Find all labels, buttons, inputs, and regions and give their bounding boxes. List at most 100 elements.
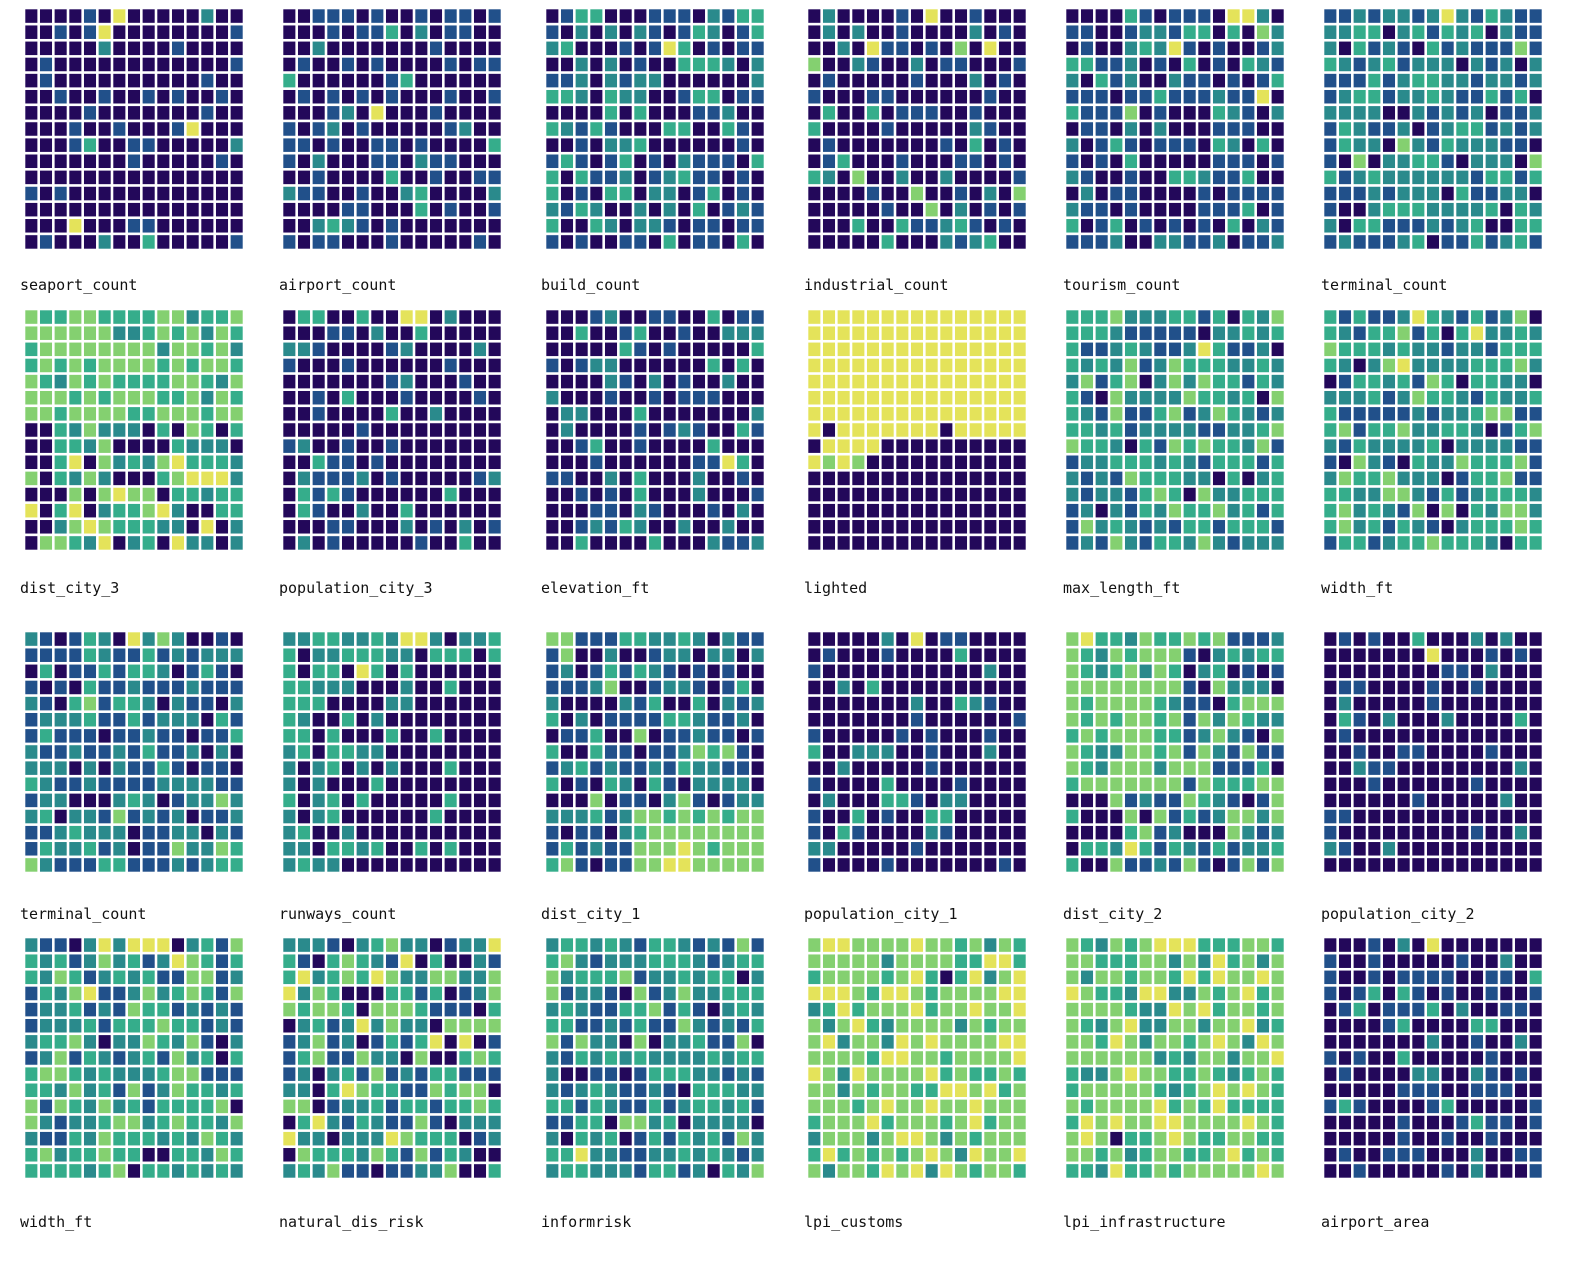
heatmap-cell xyxy=(619,728,633,744)
heatmap-cell xyxy=(1514,89,1528,105)
heatmap-cell xyxy=(648,825,662,841)
heatmap-cell xyxy=(677,137,691,153)
heatmap-cell xyxy=(356,406,370,422)
heatmap-cell xyxy=(663,137,677,153)
heatmap-cell xyxy=(1338,841,1352,857)
heatmap-cell xyxy=(545,341,559,357)
heatmap-cell xyxy=(1212,857,1226,873)
heatmap-cell xyxy=(751,170,765,185)
heatmap-cell xyxy=(1139,841,1153,857)
heatmap-cell xyxy=(24,1018,38,1034)
heatmap-cell xyxy=(54,1002,68,1017)
heatmap-cell xyxy=(677,202,691,218)
heatmap-cell xyxy=(326,325,340,341)
heatmap-cell xyxy=(370,406,384,422)
heatmap-cell xyxy=(721,105,735,121)
heatmap-cell xyxy=(707,202,721,218)
heatmap-cell xyxy=(356,454,370,470)
heatmap-cell xyxy=(736,712,750,728)
heatmap-cell xyxy=(560,631,574,647)
heatmap-cell xyxy=(1168,631,1182,647)
heatmap-cell xyxy=(663,454,677,470)
heatmap-cell xyxy=(171,89,185,105)
heatmap-cell xyxy=(1080,712,1094,728)
heatmap-cell xyxy=(1183,471,1197,486)
heatmap-cell xyxy=(156,776,170,792)
heatmap-cell xyxy=(39,760,53,776)
heatmap-cell xyxy=(39,1147,53,1163)
heatmap-cell xyxy=(837,8,851,24)
heatmap-cell xyxy=(998,1018,1012,1034)
heatmap-cell xyxy=(1529,631,1543,647)
heatmap-cell xyxy=(127,374,141,389)
heatmap-cell xyxy=(707,121,721,137)
heatmap-cell xyxy=(663,535,677,551)
heatmap-cell xyxy=(939,857,953,873)
heatmap-cell xyxy=(370,663,384,679)
heatmap-cell xyxy=(1411,519,1425,535)
heatmap-cell xyxy=(429,137,443,153)
heatmap-cell xyxy=(998,953,1012,969)
heatmap-cell xyxy=(400,438,414,454)
panel-label: terminal_count xyxy=(1321,276,1448,294)
heatmap-cell xyxy=(751,631,765,647)
heatmap-cell xyxy=(1065,40,1079,56)
heatmap-cell xyxy=(215,1034,229,1050)
heatmap-cell xyxy=(458,40,472,56)
heatmap-cell xyxy=(112,776,126,792)
heatmap-cell xyxy=(230,1002,244,1017)
heatmap-cell xyxy=(1397,390,1411,406)
heatmap-cell xyxy=(575,857,589,873)
heatmap-cell xyxy=(230,825,244,841)
heatmap-cell xyxy=(1212,202,1226,218)
heatmap-cell xyxy=(297,1082,311,1098)
heatmap-cell xyxy=(807,438,821,454)
heatmap-cell xyxy=(1080,406,1094,422)
heatmap-cell xyxy=(721,809,735,824)
heatmap-cell xyxy=(619,471,633,486)
heatmap-cell xyxy=(677,809,691,824)
heatmap-cell xyxy=(1139,73,1153,88)
heatmap-cell xyxy=(545,760,559,776)
heatmap-cell xyxy=(575,953,589,969)
heatmap-cell xyxy=(998,1034,1012,1050)
heatmap-cell xyxy=(721,1034,735,1050)
heatmap-cell xyxy=(1109,73,1123,88)
heatmap-cell xyxy=(215,137,229,153)
heatmap-cell xyxy=(1470,24,1484,40)
heatmap-cell xyxy=(1183,24,1197,40)
heatmap-cell xyxy=(822,89,836,105)
heatmap-cell xyxy=(1397,503,1411,519)
heatmap-cell xyxy=(881,647,895,663)
heatmap-cell xyxy=(200,1002,214,1017)
heatmap-cell xyxy=(39,341,53,357)
heatmap-cell xyxy=(1426,471,1440,486)
heatmap-cell xyxy=(385,1018,399,1034)
heatmap-cell xyxy=(112,309,126,325)
heatmap-cell xyxy=(297,663,311,679)
heatmap-cell xyxy=(112,57,126,72)
panel-label: max_length_ft xyxy=(1063,579,1181,597)
heatmap-cell xyxy=(230,358,244,373)
heatmap-cell xyxy=(297,809,311,824)
heatmap-cell xyxy=(1514,40,1528,56)
heatmap-cell xyxy=(414,487,428,502)
heatmap-cell xyxy=(1124,406,1138,422)
heatmap-cell xyxy=(1529,186,1543,201)
heatmap-cell xyxy=(83,390,97,406)
heatmap-cell xyxy=(230,793,244,808)
heatmap-cell xyxy=(83,358,97,373)
heatmap-cell xyxy=(112,438,126,454)
heatmap-cell xyxy=(414,937,428,953)
heatmap-cell xyxy=(736,24,750,40)
heatmap-cell xyxy=(545,121,559,137)
heatmap-cell xyxy=(1499,89,1513,105)
heatmap-cell xyxy=(1197,535,1211,551)
heatmap-cell xyxy=(866,358,880,373)
heatmap-cell xyxy=(1485,841,1499,857)
heatmap-cell xyxy=(1338,776,1352,792)
heatmap-cell xyxy=(560,422,574,438)
heatmap-cell xyxy=(1367,503,1381,519)
heatmap-cell xyxy=(1499,390,1513,406)
heatmap-cell xyxy=(1470,857,1484,873)
